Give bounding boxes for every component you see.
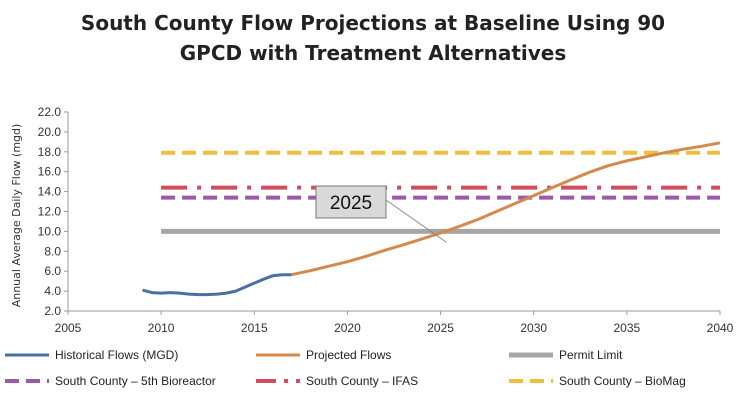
annotation-box bbox=[315, 185, 387, 219]
annotation-label: 2025 bbox=[330, 193, 372, 214]
x-tick-label: 2010 bbox=[148, 321, 175, 335]
legend-label-south-county-biomag: South County – BioMag bbox=[559, 374, 686, 388]
x-tick-label: 2025 bbox=[427, 321, 454, 335]
x-tick-label: 2015 bbox=[241, 321, 268, 335]
series-layer bbox=[142, 141, 721, 297]
chart-title-line-2: GPCD with Treatment Alternatives bbox=[179, 41, 567, 65]
x-tick-label: 2040 bbox=[707, 321, 734, 335]
annotation-layer: 2025 bbox=[315, 185, 447, 243]
y-tick-label: 8.0 bbox=[44, 244, 61, 258]
annotation-leader-line bbox=[385, 199, 447, 243]
y-tick-label: 10.0 bbox=[38, 224, 62, 238]
legend-label-south-county-ifas: South County – IFAS bbox=[306, 374, 418, 388]
y-tick-label: 2.0 bbox=[44, 304, 61, 318]
chart-title-line-1: South County Flow Projections at Baselin… bbox=[80, 11, 666, 35]
legend: Historical Flows (MGD) Projected Flows Per… bbox=[5, 348, 686, 388]
y-tick-label: 16.0 bbox=[38, 165, 62, 179]
legend-label-permit-limit: Permit Limit bbox=[559, 348, 623, 362]
axes: 2.0 4.0 6.0 8.0 10.0 12.0 14.0 16.0 18.0 20.0 22.0… bbox=[10, 105, 734, 335]
y-tick-label: 20.0 bbox=[38, 125, 62, 139]
y-tick-label: 12.0 bbox=[38, 205, 62, 219]
y-tick-label: 14.0 bbox=[38, 185, 62, 199]
y-tick-label: 4.0 bbox=[44, 284, 61, 298]
legend-label-historical-flows-mgd: Historical Flows (MGD) bbox=[55, 348, 178, 362]
y-tick-label: 6.0 bbox=[44, 264, 61, 278]
series-line-historical-flows-mgd bbox=[142, 273, 292, 297]
y-tick-label: 22.0 bbox=[38, 105, 62, 119]
x-tick-label: 2005 bbox=[55, 321, 82, 335]
legend-label-projected-flows: Projected Flows bbox=[306, 348, 391, 362]
legend-label-south-county-5th-bioreactor: South County – 5th Bioreactor bbox=[55, 374, 216, 388]
chart-title: South County Flow Projections at Baselin… bbox=[0, 8, 746, 68]
x-tick-label: 2035 bbox=[614, 321, 641, 335]
y-axis-title: Annual Average Daily Flow (mgd) bbox=[10, 124, 23, 308]
x-tick-label: 2030 bbox=[520, 321, 547, 335]
series-line-projected-flows bbox=[291, 141, 721, 277]
y-tick-label: 18.0 bbox=[38, 145, 62, 159]
x-tick-label: 2020 bbox=[334, 321, 361, 335]
